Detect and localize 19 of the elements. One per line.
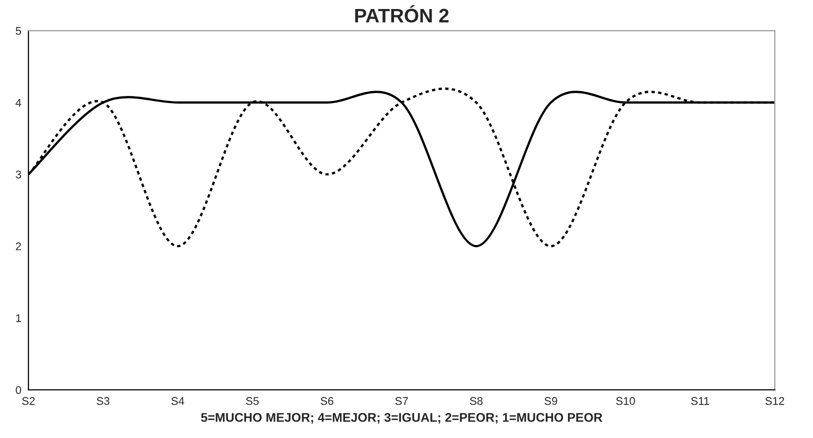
x-axis-title: 5=MUCHO MEJOR; 4=MEJOR; 3=IGUAL; 2=PEOR; 1=MUCHO PEOR xyxy=(201,413,602,424)
x-tick-label: S2 xyxy=(22,397,35,405)
y-tick-label: 2 xyxy=(16,242,21,250)
x-tick-label: S10 xyxy=(616,397,635,405)
x-tick-label: S4 xyxy=(171,397,184,405)
y-tick-label: 4 xyxy=(16,98,22,107)
x-tick-label: S11 xyxy=(691,397,710,405)
y-tick-label: 3 xyxy=(16,170,22,178)
x-tick-label: S6 xyxy=(320,397,334,405)
x-tick-label: S12 xyxy=(765,397,784,405)
x-tick-label: S7 xyxy=(395,397,408,405)
chart-title: PATRÓN 2 xyxy=(355,5,449,23)
x-tick-label: S8 xyxy=(470,397,483,405)
y-tick-label: 1 xyxy=(16,314,21,322)
x-tick-label: S9 xyxy=(544,397,558,405)
x-tick-label: S5 xyxy=(246,397,259,405)
y-tick-label: 0 xyxy=(16,386,22,394)
x-tick-label: S3 xyxy=(96,397,110,405)
y-tick-label: 5 xyxy=(16,27,22,35)
